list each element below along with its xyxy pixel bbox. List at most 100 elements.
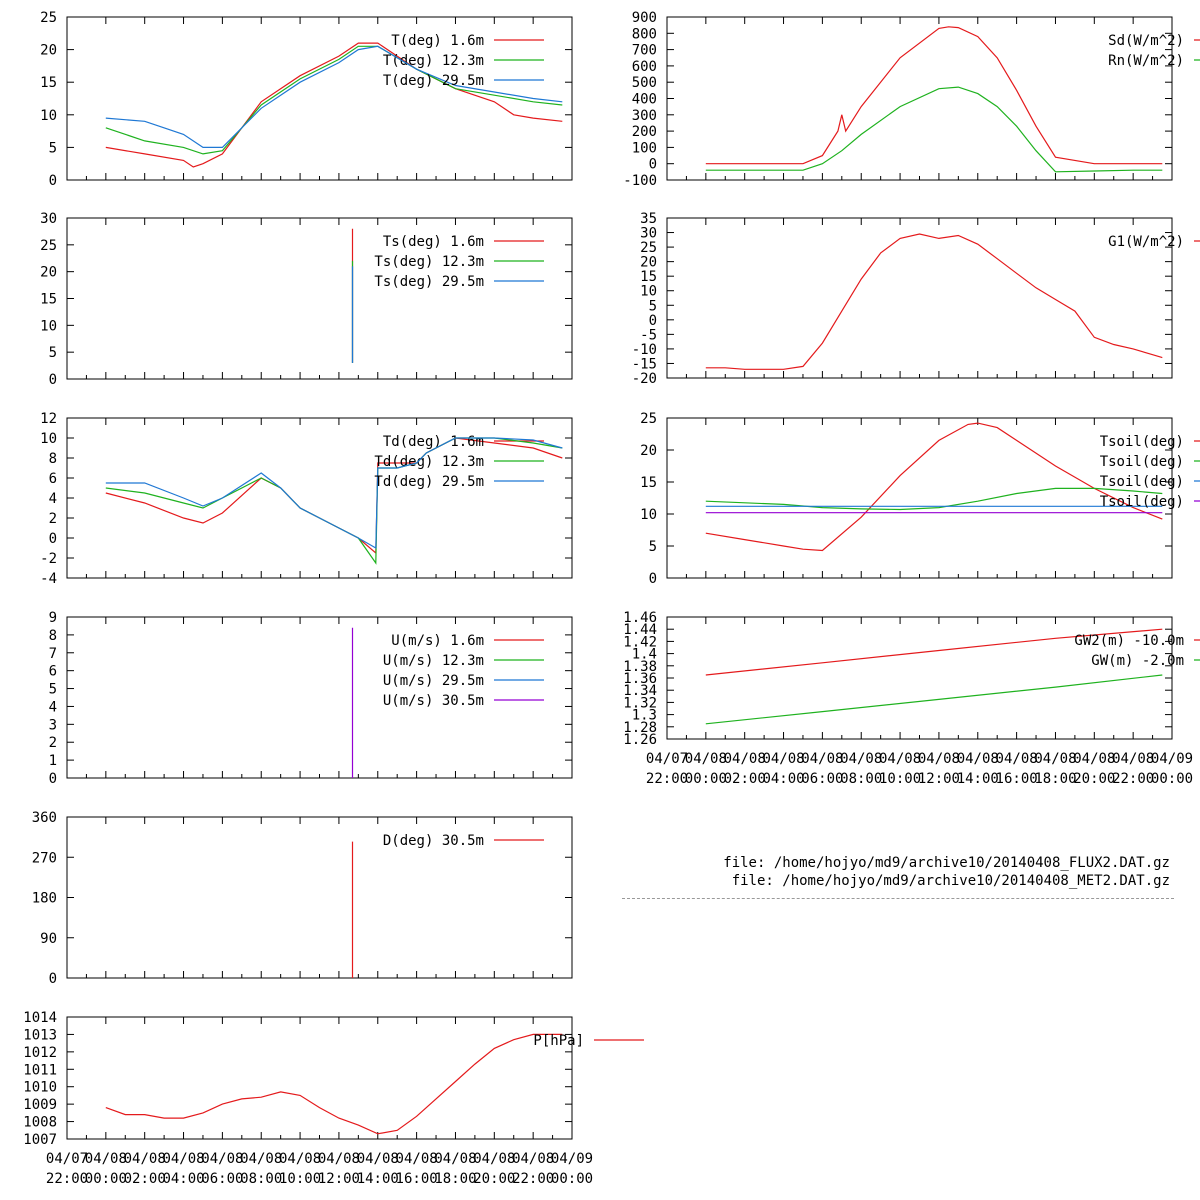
y-tick-label: 1009 xyxy=(23,1097,57,1113)
y-tick-label: 0 xyxy=(49,372,57,388)
y-tick-label: 700 xyxy=(632,43,657,59)
panel-soil-surface-temp: 0 5 10 15 20 25 30 Ts(deg) 1.6m Ts(deg) 12.3m Ts(… xyxy=(40,211,573,388)
x-tick-label-date: 04/07 xyxy=(646,751,688,767)
y-tick-label: 1.32 xyxy=(623,695,657,711)
series-line xyxy=(705,233,1163,370)
x-tick-label-time: 10:00 xyxy=(279,1171,321,1187)
series-line xyxy=(705,674,1163,725)
y-tick-label: 1011 xyxy=(23,1062,57,1078)
legend-label: Td(deg) 29.5m xyxy=(374,474,484,490)
file-label-met: file: /home/hojyo/md9/archive10/20140408… xyxy=(731,873,1170,889)
x-tick-label-time: 12:00 xyxy=(918,771,960,787)
x-tick-label-date: 04/08 xyxy=(85,1151,127,1167)
x-tick-label-date: 04/08 xyxy=(201,1151,243,1167)
plot-frame xyxy=(666,417,1173,579)
legend-label: U(m/s) 30.5m xyxy=(383,693,484,709)
x-tick-label-time: 22:00 xyxy=(46,1171,88,1187)
y-tick-label: 20 xyxy=(40,265,57,281)
plot-frame xyxy=(66,16,573,181)
y-tick-label: 1.26 xyxy=(623,732,657,748)
x-tick-label-date: 04/08 xyxy=(801,751,843,767)
y-tick-label: -5 xyxy=(640,327,657,343)
y-tick-label: 15 xyxy=(640,475,657,491)
x-tick-label-date: 04/08 xyxy=(840,751,882,767)
x-tick-label-time: 22:00 xyxy=(1112,771,1154,787)
panel-soil-temp: 0 5 10 15 20 25 Tsoil(deg) Tsoil(deg) Tsoil(deg)… xyxy=(640,411,1200,587)
legend-label: GW(m) -2.0m xyxy=(1091,653,1184,669)
x-tick-label-time: 06:00 xyxy=(201,1171,243,1187)
x-tick-label-date: 04/08 xyxy=(762,751,804,767)
y-tick-label: 10 xyxy=(640,284,657,300)
x-tick-label-time: 08:00 xyxy=(240,1171,282,1187)
y-tick-label: 25 xyxy=(640,411,657,427)
y-tick-label: -2 xyxy=(40,551,57,567)
legend-label: T(deg) 12.3m xyxy=(383,53,484,69)
x-tick-label-date: 04/08 xyxy=(957,751,999,767)
series-line xyxy=(105,45,563,155)
y-tick-label: 7 xyxy=(49,646,57,662)
x-tick-label-time: 00:00 xyxy=(85,1171,127,1187)
y-tick-label: 0 xyxy=(649,313,657,329)
y-tick-label: 0 xyxy=(49,173,57,189)
plot-frame xyxy=(66,217,573,380)
x-tick-label-time: 20:00 xyxy=(1073,771,1115,787)
panel-dewpoint: -4 -2 0 2 4 6 8 10 12 Td(deg) 1.6m Td(deg) 12.3m Td… xyxy=(40,411,573,587)
y-tick-label: 1.46 xyxy=(623,610,657,626)
plot-frame xyxy=(66,1016,573,1140)
x-tick-label-date: 04/08 xyxy=(279,1151,321,1167)
file-info: file: /home/hojyo/md9/archive10/20140408… xyxy=(723,854,1170,890)
y-tick-label: 6 xyxy=(49,664,57,680)
legend-label: D(deg) 30.5m xyxy=(383,833,484,849)
y-tick-label: 10 xyxy=(640,507,657,523)
panel-wind-speed: 0 1 2 3 45 6 7 8 9 U(m/s) 1.6m U(m/s) 12.3m U(m/s) … xyxy=(49,610,573,787)
legend-label: Ts(deg) 1.6m xyxy=(383,234,484,250)
legend-label: Td(deg) 12.3m xyxy=(374,454,484,470)
panel-wind-direction: 0 90 180 270 360 D(deg) 30.5m xyxy=(32,810,573,987)
y-tick-label: 0 xyxy=(649,571,657,587)
y-tick-label: 10 xyxy=(40,108,57,124)
x-tick-label-time: 18:00 xyxy=(434,1171,476,1187)
series-line xyxy=(705,628,1163,676)
legend-label: U(m/s) 29.5m xyxy=(383,673,484,689)
y-tick-label: -15 xyxy=(632,356,657,372)
series-line xyxy=(105,437,563,550)
panel-groundwater: 1.261.281.31.321.341.361.381.41.421.441.… xyxy=(623,610,1200,748)
y-tick-label: 9 xyxy=(49,610,57,626)
series-line xyxy=(705,487,1163,511)
y-tick-label: 8 xyxy=(49,628,57,644)
y-tick-label: 100 xyxy=(632,140,657,156)
x-tick-label-time: 02:00 xyxy=(124,1171,166,1187)
y-tick-label: 270 xyxy=(32,850,57,866)
series-line xyxy=(705,422,1163,552)
plot-frame xyxy=(66,616,573,779)
y-tick-label: 300 xyxy=(632,108,657,124)
x-tick-label-date: 04/08 xyxy=(124,1151,166,1167)
x-tick-label-time: 14:00 xyxy=(957,771,999,787)
series-line xyxy=(105,42,563,168)
y-tick-label: 0 xyxy=(49,971,57,987)
y-tick-label: 1 xyxy=(49,753,57,769)
y-tick-label: 1.28 xyxy=(623,720,657,736)
x-tick-label-time: 02:00 xyxy=(724,771,766,787)
legend-label: Tsoil(deg) xyxy=(1100,454,1184,470)
x-tick-label-date: 04/09 xyxy=(1151,751,1193,767)
x-tick-label-time: 08:00 xyxy=(840,771,882,787)
y-tick-label: 2 xyxy=(49,511,57,527)
x-tick-label-date: 04/08 xyxy=(240,1151,282,1167)
x-tick-label-time: 16:00 xyxy=(396,1171,438,1187)
y-tick-label: 5 xyxy=(49,682,57,698)
x-tick-label-date: 04/08 xyxy=(918,751,960,767)
x-tick-label-date: 04/08 xyxy=(879,751,921,767)
y-tick-label: 25 xyxy=(40,238,57,254)
x-tick-label-time: 20:00 xyxy=(473,1171,515,1187)
x-tick-label-date: 04/09 xyxy=(551,1151,593,1167)
y-tick-label: 500 xyxy=(632,75,657,91)
x-tick-label-date: 04/07 xyxy=(46,1151,88,1167)
x-tick-label-date: 04/08 xyxy=(434,1151,476,1167)
x-tick-label-date: 04/08 xyxy=(1112,751,1154,767)
y-tick-label: 5 xyxy=(649,539,657,555)
y-tick-label: 600 xyxy=(632,59,657,75)
series-line xyxy=(705,26,1163,165)
